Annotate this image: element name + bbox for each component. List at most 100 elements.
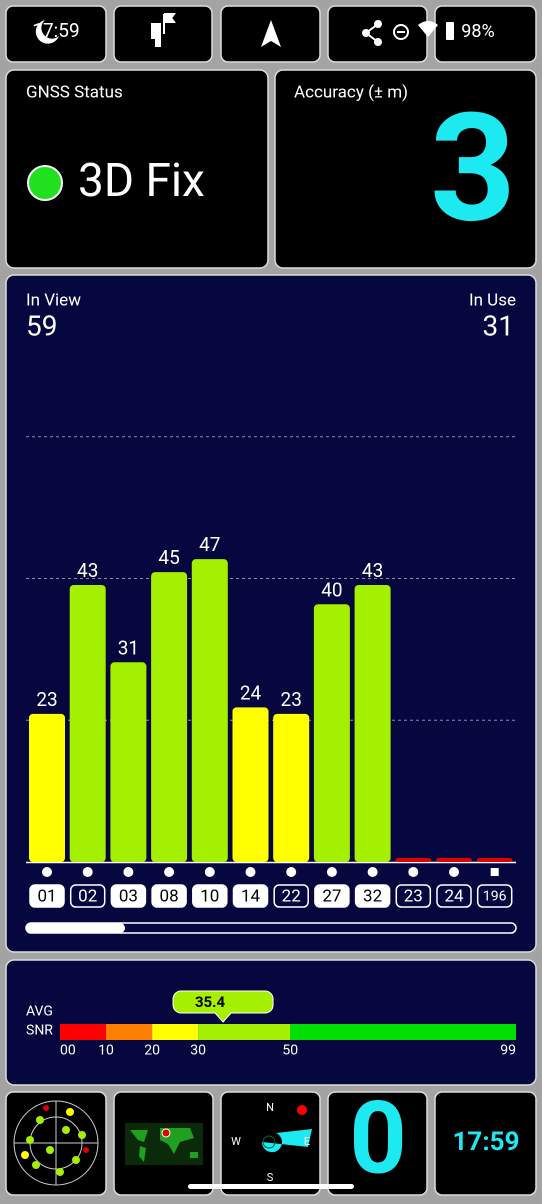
- satellite-marker: [123, 867, 134, 877]
- satellite-id-box: [273, 884, 309, 908]
- clock-time: 17:59: [453, 1127, 520, 1157]
- snr-tick-label: 00: [60, 1043, 76, 1059]
- bar-value-label: 24: [240, 681, 262, 704]
- satellite-id-box: [110, 884, 147, 908]
- bar-value-label: 31: [118, 636, 139, 659]
- scrollbar-thumb[interactable]: [26, 923, 125, 933]
- accuracy-value: 3: [430, 81, 516, 257]
- accuracy-title: Accuracy (± m): [294, 82, 408, 102]
- hiker-icon: [151, 13, 176, 47]
- battery-level: 98%: [461, 21, 494, 42]
- snr-panel[interactable]: [5, 959, 537, 1086]
- snr-tick-label: 30: [190, 1043, 206, 1059]
- satellite-id-box: [192, 884, 228, 908]
- bar-value-label: 23: [36, 688, 57, 711]
- bar: [232, 707, 269, 862]
- world-map: [125, 1123, 203, 1165]
- x-tick-label: 10: [200, 886, 219, 906]
- satellite-id-box: [232, 884, 269, 908]
- in-use-count: 31: [483, 309, 514, 342]
- snr-tick-label: 99: [500, 1043, 516, 1059]
- satellite-marker: [82, 867, 93, 877]
- fix-indicator: [27, 165, 63, 201]
- satellite-id-box: [29, 884, 65, 908]
- fix-status: 3D Fix: [78, 154, 205, 208]
- bar-value-label: 45: [158, 546, 179, 569]
- snr-scale: 00 10 20 30 50 99 35.4: [60, 990, 516, 1059]
- bar: [69, 584, 106, 862]
- bar-value-label: 40: [321, 578, 342, 601]
- x-tick-label: 24: [444, 886, 464, 906]
- home-indicator[interactable]: [188, 1184, 354, 1189]
- compass-west: W: [231, 1135, 241, 1148]
- gnss-status-tile[interactable]: [5, 69, 269, 269]
- bar: [151, 572, 188, 862]
- bar: [110, 662, 147, 862]
- bar: [354, 584, 391, 862]
- in-view-count: 59: [26, 309, 57, 342]
- tile[interactable]: [327, 1091, 428, 1196]
- x-tick-label: 196: [483, 889, 507, 905]
- snr-label: SNR: [26, 1023, 53, 1039]
- status-tiles: [5, 5, 537, 63]
- x-tick-label: 27: [322, 886, 341, 906]
- tile[interactable]: [5, 5, 107, 63]
- avg-pointer: [172, 990, 274, 1023]
- tile[interactable]: [434, 1091, 537, 1196]
- bar: [313, 604, 350, 862]
- satellite-id-box: [354, 884, 391, 908]
- snr-tick-label: 10: [98, 1043, 114, 1059]
- compass-south: S: [267, 1171, 274, 1184]
- x-tick-label: 14: [241, 886, 261, 906]
- avg-label: AVG: [26, 1004, 53, 1020]
- tile[interactable]: [327, 5, 428, 63]
- satellite-id-box: [151, 884, 187, 908]
- satellite-id-box: [314, 884, 350, 908]
- satellite-marker: [490, 868, 499, 876]
- snr-band: [152, 1024, 199, 1040]
- compass-east: E: [304, 1135, 310, 1148]
- satellite-marker: [367, 867, 378, 877]
- bar-value-label: 43: [77, 559, 98, 582]
- snr-tick-label: 20: [144, 1043, 160, 1059]
- snr-tick-label: 50: [282, 1043, 298, 1059]
- status-icons: [362, 20, 454, 46]
- speed-value: 0: [349, 1080, 406, 1197]
- bar: [476, 858, 513, 862]
- satellite-id-box: [69, 884, 106, 908]
- satellite-id-box: [476, 884, 513, 908]
- snr-band: [106, 1024, 153, 1040]
- in-use-label: In Use: [469, 290, 516, 310]
- snr-band: [290, 1024, 516, 1040]
- tile[interactable]: [434, 5, 537, 63]
- satellite-marker: [245, 867, 256, 877]
- satellite-marker: [204, 867, 215, 877]
- bar-value-label: 23: [281, 688, 302, 711]
- satellite-id-box: [436, 884, 472, 908]
- x-tick-label: 23: [404, 886, 423, 906]
- x-tick-label: 22: [282, 886, 301, 906]
- compass: [261, 1105, 312, 1153]
- satellite-marker: [449, 867, 459, 877]
- navigation-icon: [261, 20, 281, 47]
- accuracy-tile[interactable]: [274, 69, 537, 269]
- bar: [395, 858, 432, 862]
- snr-band: [198, 1024, 291, 1040]
- in-view-label: In View: [26, 290, 81, 310]
- compass-north: N: [266, 1101, 274, 1114]
- bar: [191, 559, 228, 862]
- x-tick-label: 32: [363, 886, 382, 906]
- avg-snr-value: 35.4: [195, 993, 226, 1011]
- moon-icon: [35, 20, 59, 44]
- satellite-marker: [286, 867, 297, 877]
- gnss-status-title: GNSS Status: [26, 82, 123, 102]
- satellite-marker: [164, 867, 175, 877]
- x-tick-label: 01: [37, 886, 56, 906]
- bar-value-label: 47: [199, 533, 220, 556]
- bar-value-label: 43: [362, 559, 383, 582]
- x-tick-label: 02: [78, 886, 97, 906]
- satellite-marker: [42, 867, 52, 877]
- bar: [29, 713, 65, 862]
